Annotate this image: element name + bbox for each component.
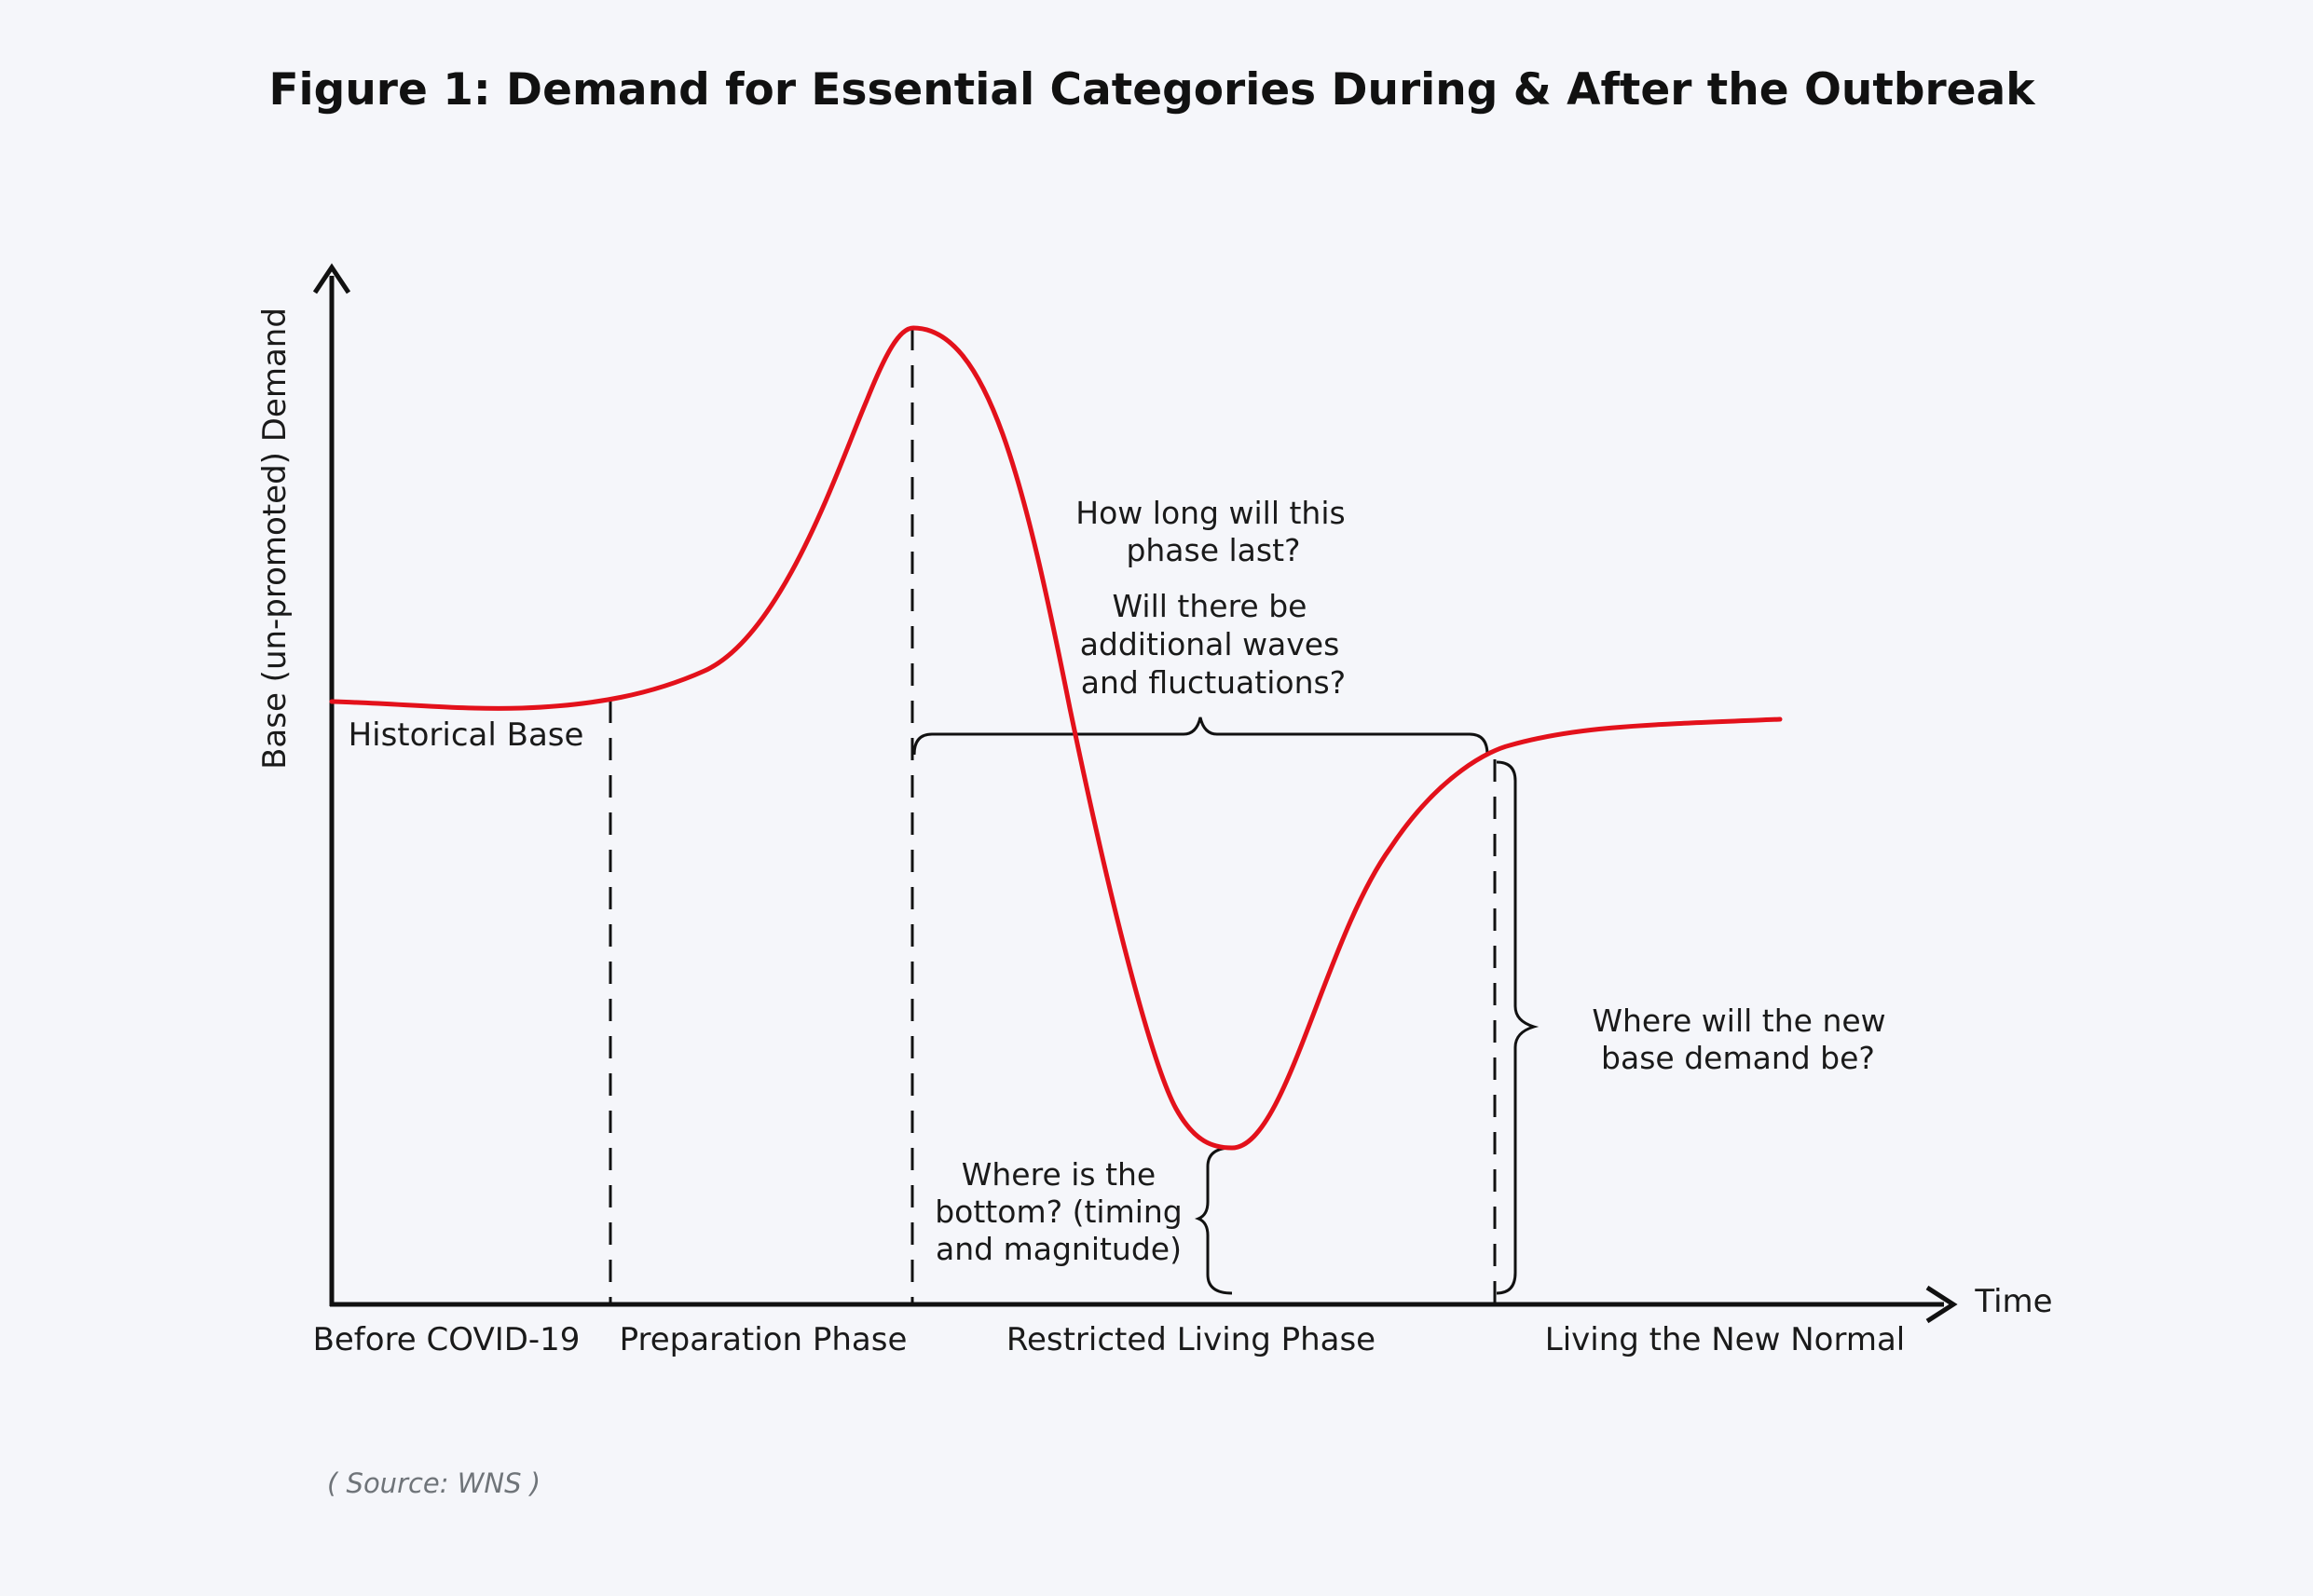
- axes: [312, 263, 1958, 1324]
- annotation-bottom-line-2: bottom? (timing: [935, 1194, 1183, 1230]
- annotation-new-base: Where will the new base demand be?: [1592, 1003, 1885, 1076]
- annotation-new-base-line-1: Where will the new: [1592, 1003, 1885, 1039]
- demand-curve: [329, 325, 1783, 1151]
- historical-base-label: Historical Base: [349, 716, 584, 754]
- bottom-brace-icon: [1194, 1146, 1233, 1295]
- annotation-waves: Will there be additional waves and fluct…: [1080, 588, 1347, 701]
- source-note: ( Source: WNS ): [327, 1467, 541, 1499]
- y-axis-arrow-icon: [312, 263, 351, 294]
- phase-label-restricted-living: Restricted Living Phase: [1006, 1321, 1375, 1358]
- phase-dividers: [609, 328, 1497, 1304]
- annotation-duration: How long will this phase last?: [1075, 495, 1345, 568]
- new-base-brace-icon: [1496, 760, 1540, 1295]
- annotation-bottom-line-3: and magnitude): [936, 1231, 1182, 1267]
- annotation-bottom-line-1: Where is the: [962, 1156, 1156, 1193]
- annotation-waves-line-1: Will there be: [1113, 588, 1307, 624]
- annotation-duration-line-1: How long will this: [1075, 495, 1345, 531]
- annotation-waves-line-3: and fluctuations?: [1081, 664, 1346, 701]
- phase-label-preparation: Preparation Phase: [620, 1321, 908, 1358]
- annotation-new-base-line-2: base demand be?: [1601, 1040, 1875, 1076]
- y-axis-label: Base (un-promoted) Demand: [256, 307, 294, 770]
- x-axis-arrow-icon: [1925, 1285, 1958, 1324]
- figure-title: Figure 1: Demand for Essential Categorie…: [268, 64, 2036, 116]
- phase-labels: Before COVID-19 Preparation Phase Restri…: [313, 1321, 1906, 1358]
- duration-brace-icon: [912, 716, 1489, 756]
- x-axis-label: Time: [1974, 1283, 2052, 1320]
- annotation-waves-line-2: additional waves: [1080, 626, 1340, 662]
- phase-label-before-covid: Before COVID-19: [313, 1321, 581, 1358]
- phase-label-new-normal: Living the New Normal: [1545, 1321, 1905, 1358]
- annotation-bottom: Where is the bottom? (timing and magnitu…: [935, 1156, 1183, 1267]
- annotation-duration-line-2: phase last?: [1126, 532, 1300, 568]
